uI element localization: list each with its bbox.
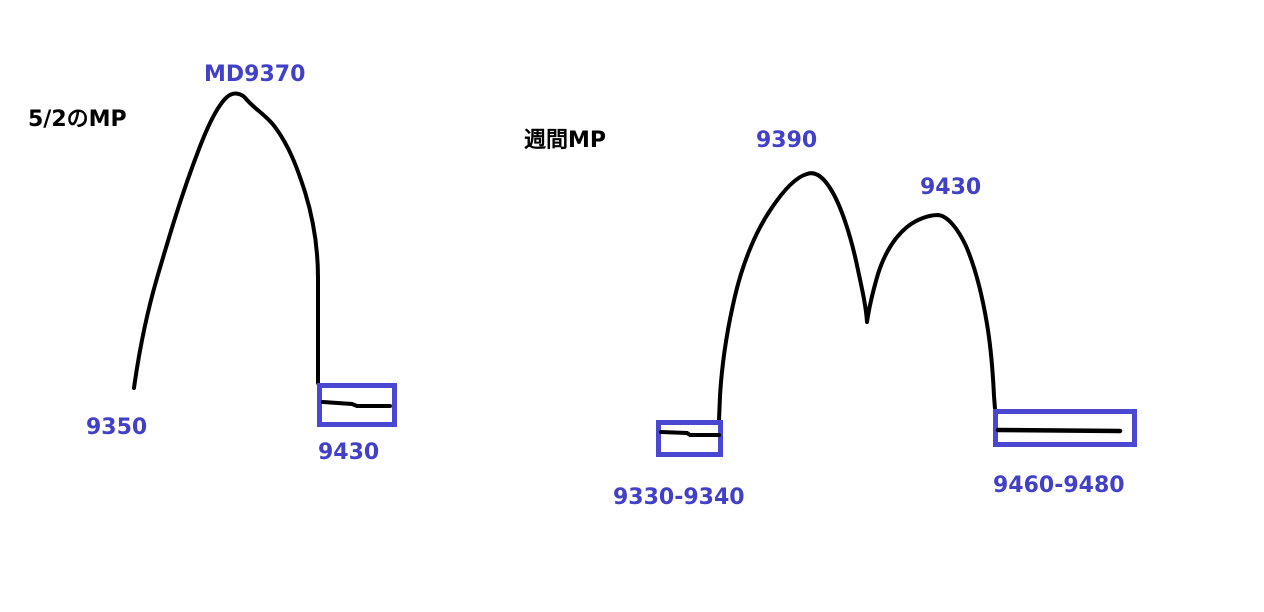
weekly-right-range-box (993, 409, 1137, 447)
daily-mp-curve (132, 91, 320, 390)
weekly-peak1-label: 9390 (756, 128, 818, 153)
daily-peak-label: MD9370 (204, 62, 306, 87)
weekly-peak2-label: 9430 (920, 175, 982, 200)
weekly-left-range-line (659, 430, 721, 437)
daily-start-label: 9350 (86, 415, 148, 440)
weekly-right-range-line (995, 427, 1123, 434)
weekly-mp-curve (717, 171, 997, 422)
weekly-left-range-box (656, 420, 723, 457)
daily-box-price-line (321, 400, 392, 408)
weekly-title: 週間MP (524, 128, 607, 153)
weekly-left-range-label: 9330-9340 (613, 485, 745, 510)
weekly-right-range-label: 9460-9480 (993, 473, 1125, 498)
daily-end-label: 9430 (318, 440, 380, 465)
daily-value-box (317, 383, 397, 427)
daily-title: 5/2のMP (28, 107, 127, 132)
